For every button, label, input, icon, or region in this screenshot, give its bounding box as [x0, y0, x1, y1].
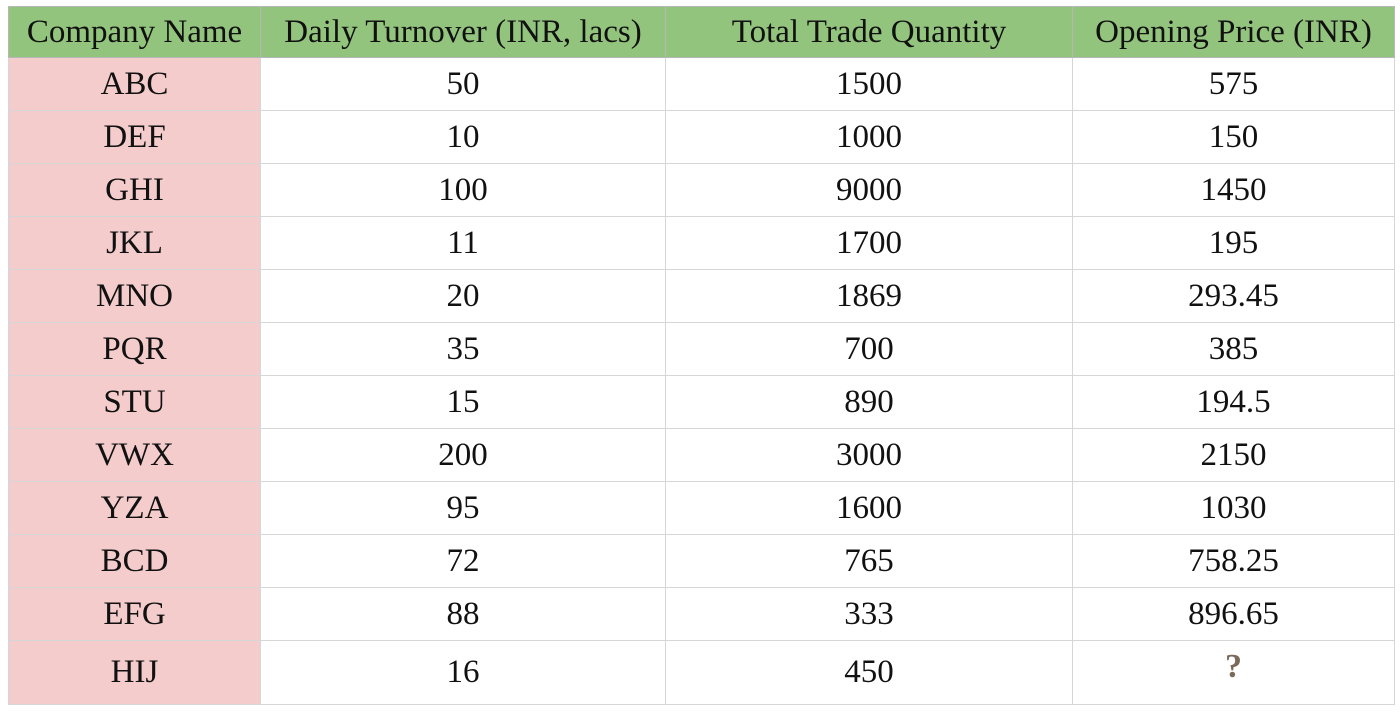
daily-turnover-cell[interactable]: 72 [260, 534, 666, 588]
opening-price-cell[interactable]: 150 [1072, 110, 1395, 164]
daily-turnover-cell[interactable]: 10 [260, 110, 666, 164]
table-row: ABC 50 1500 575 [8, 57, 1395, 111]
daily-turnover-cell[interactable]: 50 [260, 57, 666, 111]
company-name-cell[interactable]: STU [8, 375, 261, 429]
trade-quantity-cell[interactable]: 450 [665, 640, 1073, 705]
opening-price-cell[interactable]: ? [1072, 640, 1395, 705]
daily-turnover-cell[interactable]: 11 [260, 216, 666, 270]
company-name-cell[interactable]: PQR [8, 322, 261, 376]
table-row: YZA 95 1600 1030 [8, 481, 1395, 535]
trade-quantity-cell[interactable]: 1000 [665, 110, 1073, 164]
trade-quantity-cell[interactable]: 3000 [665, 428, 1073, 482]
company-name-cell[interactable]: MNO [8, 269, 261, 323]
table-row: JKL 11 1700 195 [8, 216, 1395, 270]
company-name-cell[interactable]: EFG [8, 587, 261, 641]
table-row: HIJ 16 450 ? [8, 640, 1395, 705]
company-name-cell[interactable]: YZA [8, 481, 261, 535]
daily-turnover-cell[interactable]: 16 [260, 640, 666, 705]
table-row: EFG 88 333 896.65 [8, 587, 1395, 641]
opening-price-cell[interactable]: 758.25 [1072, 534, 1395, 588]
trade-quantity-cell[interactable]: 765 [665, 534, 1073, 588]
table-row: VWX 200 3000 2150 [8, 428, 1395, 482]
daily-turnover-cell[interactable]: 95 [260, 481, 666, 535]
daily-turnover-cell[interactable]: 20 [260, 269, 666, 323]
opening-price-cell[interactable]: 2150 [1072, 428, 1395, 482]
daily-turnover-cell[interactable]: 15 [260, 375, 666, 429]
company-name-cell[interactable]: DEF [8, 110, 261, 164]
table-row: MNO 20 1869 293.45 [8, 269, 1395, 323]
trade-quantity-cell[interactable]: 1500 [665, 57, 1073, 111]
trade-quantity-cell[interactable]: 1600 [665, 481, 1073, 535]
opening-price-cell[interactable]: 385 [1072, 322, 1395, 376]
table-row: GHI 100 9000 1450 [8, 163, 1395, 217]
company-name-cell[interactable]: HIJ [8, 640, 261, 705]
column-header-company-name[interactable]: Company Name [8, 6, 261, 58]
trade-quantity-cell[interactable]: 9000 [665, 163, 1073, 217]
trade-quantity-cell[interactable]: 333 [665, 587, 1073, 641]
table-row: DEF 10 1000 150 [8, 110, 1395, 164]
table-row: STU 15 890 194.5 [8, 375, 1395, 429]
opening-price-cell[interactable]: 1030 [1072, 481, 1395, 535]
column-header-daily-turnover[interactable]: Daily Turnover (INR, lacs) [260, 6, 666, 58]
company-name-cell[interactable]: GHI [8, 163, 261, 217]
daily-turnover-cell[interactable]: 88 [260, 587, 666, 641]
missing-value-question-mark: ? [1225, 647, 1242, 685]
daily-turnover-cell[interactable]: 35 [260, 322, 666, 376]
table-row: BCD 72 765 758.25 [8, 534, 1395, 588]
opening-price-cell[interactable]: 194.5 [1072, 375, 1395, 429]
table-row: PQR 35 700 385 [8, 322, 1395, 376]
company-name-cell[interactable]: ABC [8, 57, 261, 111]
daily-turnover-cell[interactable]: 200 [260, 428, 666, 482]
trade-quantity-cell[interactable]: 1869 [665, 269, 1073, 323]
company-name-cell[interactable]: VWX [8, 428, 261, 482]
column-header-total-trade-quantity[interactable]: Total Trade Quantity [665, 6, 1073, 58]
opening-price-cell[interactable]: 896.65 [1072, 587, 1395, 641]
opening-price-cell[interactable]: 195 [1072, 216, 1395, 270]
opening-price-cell[interactable]: 1450 [1072, 163, 1395, 217]
data-table: Company Name Daily Turnover (INR, lacs) … [8, 6, 1395, 705]
company-name-cell[interactable]: BCD [8, 534, 261, 588]
trade-quantity-cell[interactable]: 700 [665, 322, 1073, 376]
opening-price-cell[interactable]: 575 [1072, 57, 1395, 111]
header-row: Company Name Daily Turnover (INR, lacs) … [8, 6, 1395, 58]
company-name-cell[interactable]: JKL [8, 216, 261, 270]
column-header-opening-price[interactable]: Opening Price (INR) [1072, 6, 1395, 58]
trade-quantity-cell[interactable]: 890 [665, 375, 1073, 429]
daily-turnover-cell[interactable]: 100 [260, 163, 666, 217]
trade-quantity-cell[interactable]: 1700 [665, 216, 1073, 270]
opening-price-cell[interactable]: 293.45 [1072, 269, 1395, 323]
